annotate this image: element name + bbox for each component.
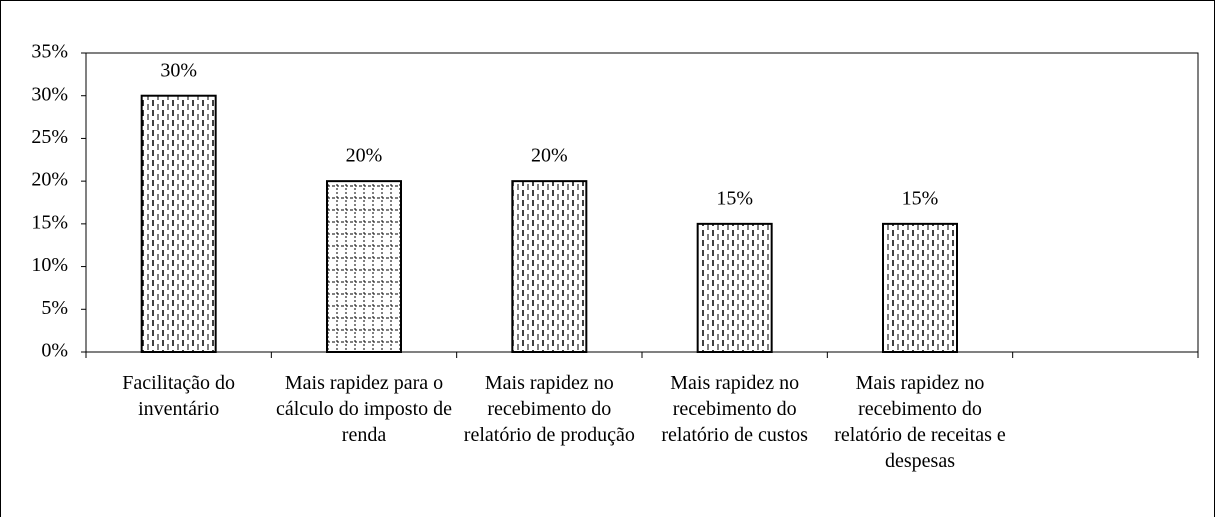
x-tick-label: Mais rapidez no recebimento do relatório… [834, 372, 1006, 472]
x-label-box: Mais rapidez no recebimento do relatório… [834, 372, 1006, 472]
x-tick-label: Facilitação do inventário [122, 372, 236, 420]
x-tick-label: Mais rapidez no recebimento do relatório… [463, 372, 635, 446]
y-tick-label: 25% [31, 126, 68, 148]
x-label-box: Mais rapidez para o cálculo do imposto d… [275, 372, 453, 446]
x-label-box: Mais rapidez no recebimento do relatório… [463, 372, 635, 446]
y-tick-label: 20% [31, 169, 68, 191]
y-tick-label: 5% [41, 297, 68, 319]
bar [696, 222, 773, 353]
y-tick-label: 10% [31, 254, 68, 276]
plot-border [85, 52, 1199, 353]
y-tick-label: 15% [31, 211, 68, 233]
x-tick-label: Mais rapidez para o cálculo do imposto d… [275, 372, 453, 446]
y-tick-label: 35% [31, 41, 68, 63]
bar [511, 180, 588, 353]
bar [140, 94, 217, 353]
y-tick-label: 0% [41, 340, 68, 362]
x-label-box: Mais rapidez no recebimento do relatório… [661, 372, 808, 446]
value-label: 15% [902, 187, 939, 209]
value-label: 20% [346, 145, 383, 167]
bar [326, 180, 402, 353]
x-label-box: Facilitação do inventário [122, 372, 236, 420]
x-tick-label: Mais rapidez no recebimento do relatório… [661, 372, 808, 446]
value-label: 15% [716, 187, 753, 209]
value-label: 20% [531, 145, 568, 167]
bar [882, 222, 958, 353]
value-label: 30% [160, 59, 197, 81]
y-tick-label: 30% [31, 83, 68, 105]
